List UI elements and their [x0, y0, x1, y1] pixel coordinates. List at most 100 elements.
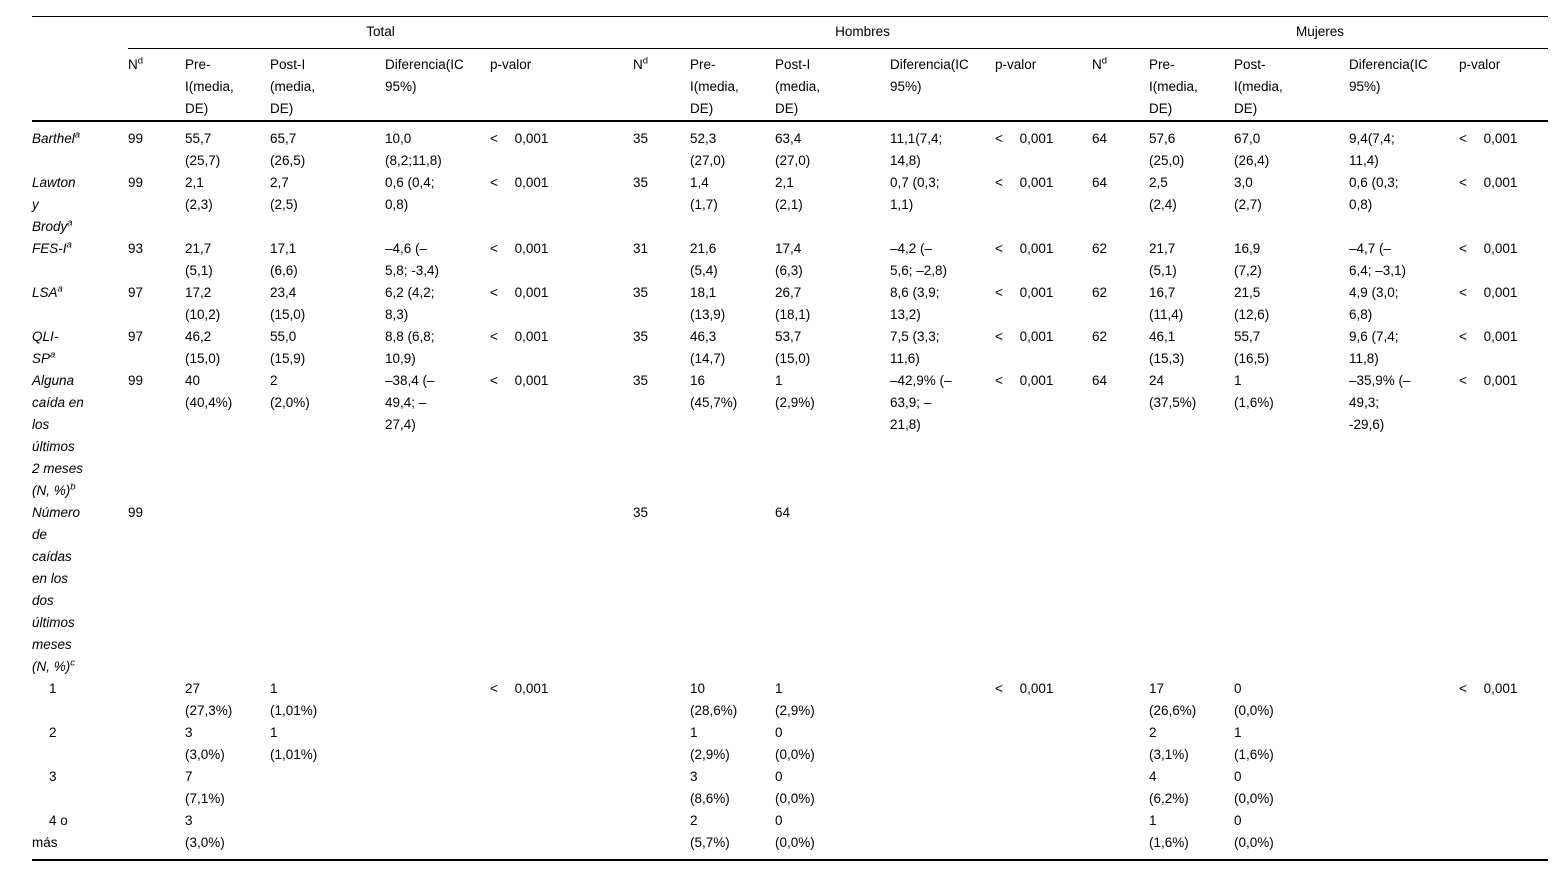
data-cell: 16 (45,7%): [690, 373, 738, 410]
data-cell: 35: [633, 373, 649, 388]
p-value-cell: [995, 502, 1092, 678]
p-value-cell: < 0,001: [995, 175, 1054, 190]
p-value-cell: < 0,001: [995, 241, 1054, 256]
row-label: 3: [32, 766, 128, 810]
data-cell: [128, 678, 185, 722]
data-cell: [690, 502, 775, 678]
row-label-text: Alguna caída en los últimos 2 meses (N, …: [32, 373, 84, 498]
data-cell: 7 (7,1%): [185, 769, 225, 806]
data-cell: 1 (1,6%): [1234, 725, 1274, 762]
data-cell: 35: [633, 285, 649, 300]
p-value-cell: < 0,001: [995, 373, 1054, 388]
p-value-cell: < 0,001: [995, 329, 1054, 344]
data-cell: [1234, 502, 1349, 678]
data-cell: [1349, 722, 1459, 766]
row-label-text: 1: [49, 681, 57, 696]
data-cell: 16,7 (11,4): [1149, 285, 1184, 322]
data-cell: 17,1 (6,6): [270, 241, 298, 278]
row-label: FES-Ia: [32, 238, 128, 282]
data-cell: –38,4 (– 49,4; – 27,4): [385, 373, 435, 432]
data-cell: 55,7 (25,7): [185, 131, 221, 168]
column-header-post-total: Post-I (media, DE): [270, 48, 385, 122]
footnote-sup: b: [70, 481, 76, 493]
data-cell: 0 (0,0%): [775, 769, 815, 806]
column-header-p-total: p-valor: [490, 48, 634, 122]
group-header-hombres: Hombres: [633, 16, 1093, 49]
data-cell: 27 (27,3%): [185, 681, 233, 718]
data-cell: 7,5 (3,3; 11,6): [890, 329, 940, 366]
data-cell: 53,7 (15,0): [775, 329, 811, 366]
data-cell: [1149, 502, 1234, 678]
data-cell: 8,8 (6,8; 10,9): [385, 329, 435, 366]
data-cell: 1 (2,9%): [775, 373, 815, 410]
data-cell: 10,0 (8,2;11,8): [385, 131, 442, 168]
data-cell: 2,7 (2,5): [270, 175, 298, 212]
p-value-cell: < 0,001: [1459, 329, 1518, 344]
p-value-cell: < 0,001: [1459, 131, 1518, 146]
data-cell: 4,9 (3,0; 6,8): [1349, 285, 1399, 322]
p-value-cell: < 0,001: [1459, 681, 1518, 696]
column-header-p-mujeres: p-valor: [1459, 48, 1549, 122]
p-value-cell: < 0,001: [490, 241, 549, 256]
data-cell: 64: [775, 505, 791, 520]
data-cell: [890, 502, 995, 678]
column-header-pre-hombres: Pre- I(media, DE): [690, 48, 776, 122]
data-cell: [1092, 678, 1149, 722]
column-header-p-hombres: p-valor: [995, 48, 1093, 122]
data-cell: 1 (1,01%): [270, 725, 318, 762]
data-cell: [385, 722, 490, 766]
p-value-cell: [490, 766, 633, 810]
data-cell: 99: [128, 175, 144, 190]
data-cell: 0 (0,0%): [775, 813, 815, 850]
data-cell: 1 (1,6%): [1234, 373, 1274, 410]
data-cell: 62: [1092, 285, 1108, 300]
data-cell: 26,7 (18,1): [775, 285, 811, 322]
p-value-cell: [995, 766, 1092, 810]
data-cell: 21,7 (5,1): [185, 241, 213, 278]
footnote-sup: a: [57, 283, 63, 295]
p-value-cell: [995, 810, 1092, 860]
data-cell: 2,1 (2,1): [775, 175, 803, 212]
data-cell: [890, 766, 995, 810]
data-cell: [385, 766, 490, 810]
row-label: Número de caídas en los dos últimos mese…: [32, 502, 128, 678]
table-row: Alguna caída en los últimos 2 meses (N, …: [32, 370, 1548, 502]
footnote-sup: a: [74, 129, 81, 141]
row-label: QLI- SPa: [32, 326, 128, 370]
data-cell: 55,0 (15,9): [270, 329, 306, 366]
data-cell: 8,6 (3,9; 13,2): [890, 285, 940, 322]
table-row: 2 3 (3,0%) 1 (1,01%) 1 (2,9%) 0 (0,0%) 2 (3,1…: [32, 722, 1548, 766]
data-cell: 17,4 (6,3): [775, 241, 803, 278]
table-row: FES-Ia 93 21,7 (5,1) 17,1 (6,6) –4,6 (– 5,8;…: [32, 238, 1548, 282]
table-row: QLI- SPa 97 46,2 (15,0) 55,0 (15,9) 8,8 (6,8…: [32, 326, 1548, 370]
data-cell: 35: [633, 505, 649, 520]
data-cell: [1349, 810, 1459, 860]
data-cell: 57,6 (25,0): [1149, 131, 1185, 168]
p-value-cell: [1459, 722, 1548, 766]
data-cell: [128, 766, 185, 810]
corner-cell: [32, 17, 128, 49]
data-cell: 24 (37,5%): [1149, 373, 1197, 410]
table-row: Lawton y Brodya 99 2,1 (2,3) 2,7 (2,5) 0,6 (…: [32, 172, 1548, 238]
p-value-cell: < 0,001: [1459, 241, 1518, 256]
table-row: LSAa 97 17,2 (10,2) 23,4 (15,0) 6,2 (4,2; 8,…: [32, 282, 1548, 326]
data-cell: 21,5 (12,6): [1234, 285, 1270, 322]
row-label-text: QLI- SP: [32, 329, 59, 366]
data-cell: 93: [128, 241, 144, 256]
data-cell: 2,5 (2,4): [1149, 175, 1177, 212]
data-cell: 65,7 (26,5): [270, 131, 306, 168]
data-cell: 62: [1092, 241, 1108, 256]
data-cell: 99: [128, 505, 144, 520]
column-header-pre-mujeres: Pre- I(media, DE): [1149, 48, 1235, 122]
p-value-cell: < 0,001: [490, 329, 549, 344]
data-cell: –4,2 (– 5,6; –2,8): [890, 241, 948, 278]
data-cell: 0 (0,0%): [1234, 813, 1274, 850]
footnote-sup: d: [642, 55, 649, 67]
column-header-n-mujeres: Nd: [1092, 48, 1150, 122]
data-cell: [270, 810, 385, 860]
data-cell: 16,9 (7,2): [1234, 241, 1262, 278]
data-cell: 4 (6,2%): [1149, 769, 1189, 806]
data-cell: 3 (3,0%): [185, 813, 225, 850]
data-cell: 0 (0,0%): [1234, 681, 1274, 718]
footnote-sup: a: [50, 349, 56, 361]
